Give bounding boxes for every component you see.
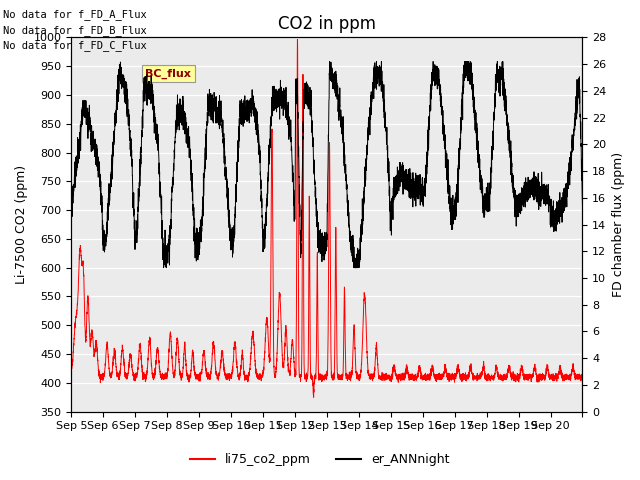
Y-axis label: Li-7500 CO2 (ppm): Li-7500 CO2 (ppm) [15,165,28,284]
Text: No data for f_FD_C_Flux: No data for f_FD_C_Flux [3,40,147,51]
Title: CO2 in ppm: CO2 in ppm [278,15,376,33]
Y-axis label: FD chamber flux (ppm): FD chamber flux (ppm) [612,152,625,297]
Text: BC_flux: BC_flux [145,69,191,79]
Legend: li75_co2_ppm, er_ANNnight: li75_co2_ppm, er_ANNnight [186,448,454,471]
Text: No data for f_FD_B_Flux: No data for f_FD_B_Flux [3,24,147,36]
Text: No data for f_FD_A_Flux: No data for f_FD_A_Flux [3,9,147,20]
